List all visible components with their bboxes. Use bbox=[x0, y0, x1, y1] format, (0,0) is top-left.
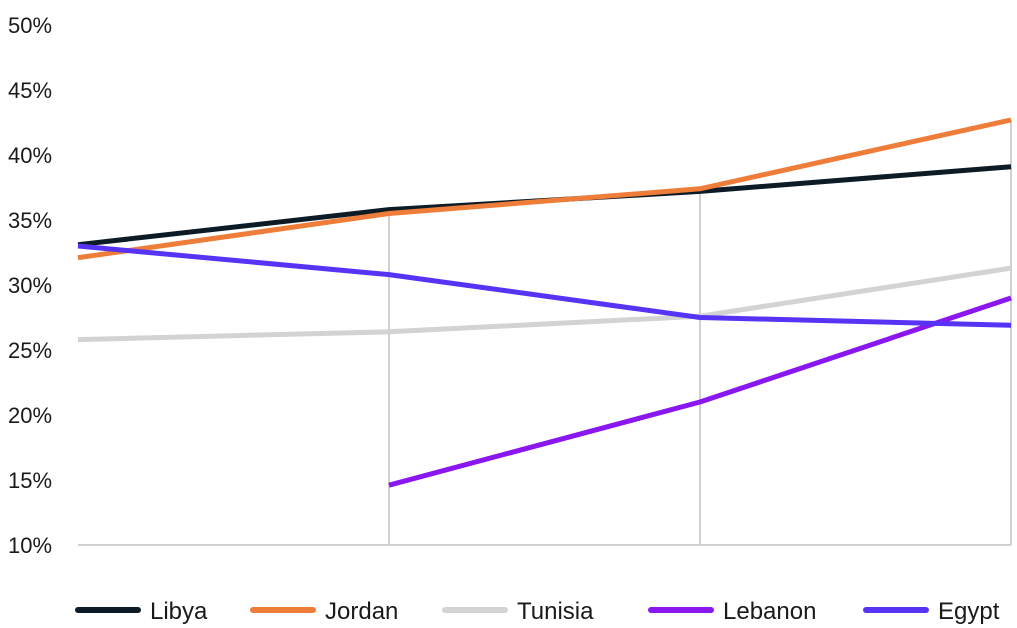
series-line-tunisia bbox=[77, 265, 1012, 343]
vertical-gridlines bbox=[388, 119, 1012, 545]
y-tick-label: 10% bbox=[8, 533, 52, 558]
y-tick-label: 30% bbox=[8, 273, 52, 298]
y-tick-label: 25% bbox=[8, 338, 52, 363]
legend-label: Tunisia bbox=[517, 598, 594, 625]
legend-item-egypt: Egypt bbox=[863, 598, 1000, 625]
y-tick-label: 35% bbox=[8, 208, 52, 233]
y-tick-label: 45% bbox=[8, 78, 52, 103]
series-line-jordan bbox=[77, 117, 1012, 261]
series-lines bbox=[77, 117, 1012, 488]
y-tick-label: 15% bbox=[8, 468, 52, 493]
series-line-libya bbox=[77, 164, 1012, 248]
legend-item-tunisia: Tunisia bbox=[442, 598, 594, 625]
legend-item-libya: Libya bbox=[75, 598, 208, 625]
series-line-egypt bbox=[77, 243, 1012, 328]
y-tick-label: 40% bbox=[8, 143, 52, 168]
legend-label: Libya bbox=[150, 598, 208, 625]
legend-label: Lebanon bbox=[723, 598, 816, 625]
y-tick-label: 20% bbox=[8, 403, 52, 428]
y-axis-ticks: 10% 15% 20% 25% 30% 35% 40% 45% 50% bbox=[8, 13, 52, 558]
legend-label: Egypt bbox=[938, 598, 1000, 625]
series-line-lebanon bbox=[388, 295, 1012, 488]
y-tick-label: 50% bbox=[8, 13, 52, 38]
legend-label: Jordan bbox=[325, 598, 398, 625]
legend-item-lebanon: Lebanon bbox=[648, 598, 816, 625]
legend-item-jordan: Jordan bbox=[250, 598, 398, 625]
legend: Libya Jordan Tunisia Lebanon Egypt bbox=[75, 598, 1000, 625]
